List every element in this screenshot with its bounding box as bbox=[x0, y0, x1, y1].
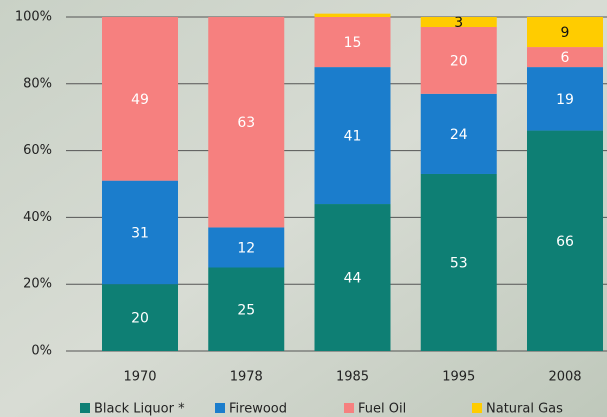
value-label: 3 bbox=[454, 15, 463, 31]
y-tick-label: 60% bbox=[23, 143, 52, 158]
value-label: 20 bbox=[131, 311, 149, 327]
value-label: 41 bbox=[344, 129, 362, 145]
bar-segment bbox=[420, 93, 497, 174]
value-label: 53 bbox=[450, 255, 468, 271]
y-tick-label: 0% bbox=[31, 344, 52, 359]
bar-segment bbox=[420, 173, 497, 351]
bar-segment bbox=[102, 17, 178, 181]
x-tick-label: 2008 bbox=[548, 370, 581, 385]
legend-label: Black Liquor * bbox=[94, 402, 185, 417]
bar-segment bbox=[102, 180, 178, 285]
value-label: 44 bbox=[344, 271, 362, 287]
bar-segment bbox=[102, 284, 178, 351]
y-tick-label: 100% bbox=[15, 10, 52, 25]
bar-segment bbox=[314, 67, 391, 205]
bar-segment bbox=[208, 17, 285, 228]
y-tick-label: 80% bbox=[23, 76, 52, 91]
value-label: 25 bbox=[237, 302, 255, 318]
value-label: 20 bbox=[450, 53, 468, 69]
bar-segment bbox=[527, 67, 603, 131]
bar-segment bbox=[208, 267, 285, 351]
bar-segment bbox=[527, 17, 603, 48]
bar-segment bbox=[527, 47, 603, 68]
value-label: 19 bbox=[556, 92, 574, 108]
legend-label: Fuel Oil bbox=[358, 402, 406, 417]
value-label: 63 bbox=[237, 115, 255, 131]
legend-swatch bbox=[344, 403, 354, 413]
bar-segment bbox=[208, 227, 285, 268]
y-tick-label: 20% bbox=[23, 277, 52, 292]
bar-segment bbox=[314, 204, 391, 351]
legend-label: Firewood bbox=[229, 402, 287, 417]
value-label: 9 bbox=[561, 25, 570, 41]
value-label: 12 bbox=[237, 240, 255, 256]
legend-label: Natural Gas bbox=[486, 402, 563, 417]
value-label: 49 bbox=[131, 92, 149, 108]
bar-segment bbox=[314, 17, 391, 68]
value-label: 6 bbox=[561, 50, 570, 66]
bar-segment bbox=[420, 17, 497, 28]
legend-swatch bbox=[215, 403, 225, 413]
value-label: 31 bbox=[131, 225, 149, 241]
x-tick-label: 1995 bbox=[442, 370, 475, 385]
value-label: 66 bbox=[556, 234, 574, 250]
legend-swatch bbox=[80, 403, 90, 413]
bar-segment bbox=[420, 27, 497, 94]
x-tick-label: 1978 bbox=[230, 370, 263, 385]
value-label: 15 bbox=[344, 35, 362, 51]
bar-segment bbox=[527, 130, 603, 351]
x-tick-label: 1985 bbox=[336, 370, 369, 385]
legend-swatch bbox=[472, 403, 482, 413]
x-tick-label: 1970 bbox=[123, 370, 156, 385]
value-label: 24 bbox=[450, 127, 468, 143]
y-tick-label: 40% bbox=[23, 210, 52, 225]
bar-segment bbox=[314, 13, 391, 17]
